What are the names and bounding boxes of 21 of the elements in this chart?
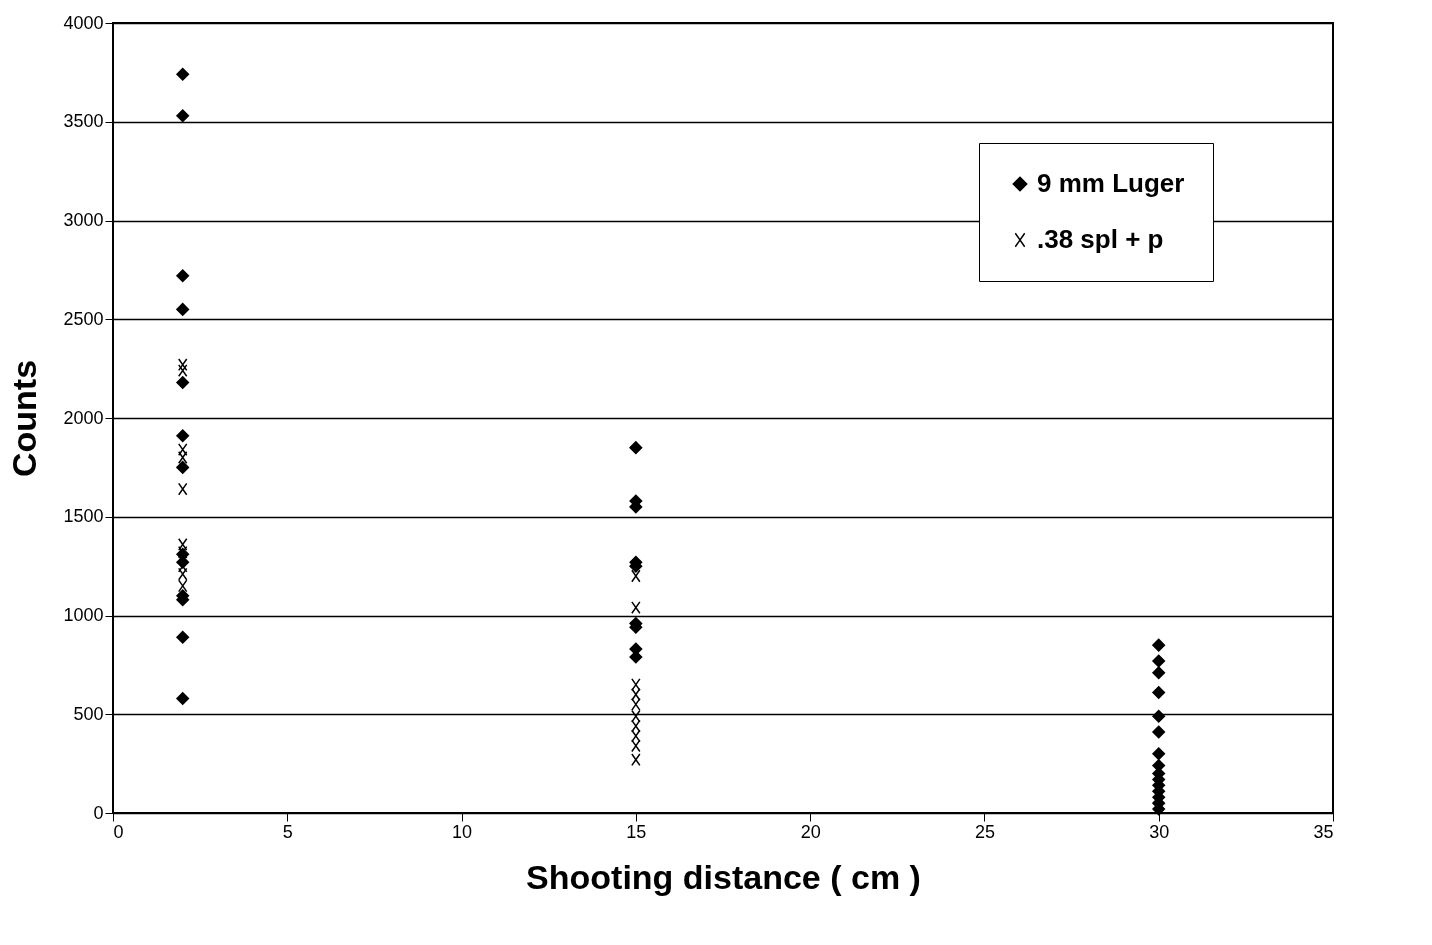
x-tick-label: 15 bbox=[626, 821, 647, 842]
y-tick-label: 1000 bbox=[63, 605, 104, 625]
y-tick-label: 3000 bbox=[63, 210, 104, 230]
x-tick-label: 35 bbox=[1313, 821, 1334, 842]
legend-label: .38 spl + p bbox=[1037, 224, 1164, 254]
y-axis-title: Counts bbox=[5, 359, 44, 478]
y-tick-label: 0 bbox=[93, 802, 104, 823]
x-tick-label: 5 bbox=[282, 821, 293, 842]
x-tick-label: 0 bbox=[113, 821, 124, 842]
x-tick-label: 20 bbox=[800, 821, 821, 842]
x-tick-label: 30 bbox=[1149, 821, 1170, 842]
y-tick-label: 2000 bbox=[63, 407, 104, 428]
x-tick-label: 25 bbox=[974, 821, 995, 842]
y-tick-label: 3500 bbox=[63, 111, 104, 132]
y-tick-label: 4000 bbox=[63, 12, 104, 33]
y-tick-label: 500 bbox=[73, 703, 104, 724]
legend-label: 9 mm Luger bbox=[1037, 168, 1185, 198]
x-axis-title: Shooting distance ( cm ) bbox=[526, 857, 921, 896]
x-tick-label: 10 bbox=[452, 821, 473, 842]
y-tick-label: 2500 bbox=[63, 308, 104, 329]
y-tick-label: 1500 bbox=[63, 506, 104, 527]
